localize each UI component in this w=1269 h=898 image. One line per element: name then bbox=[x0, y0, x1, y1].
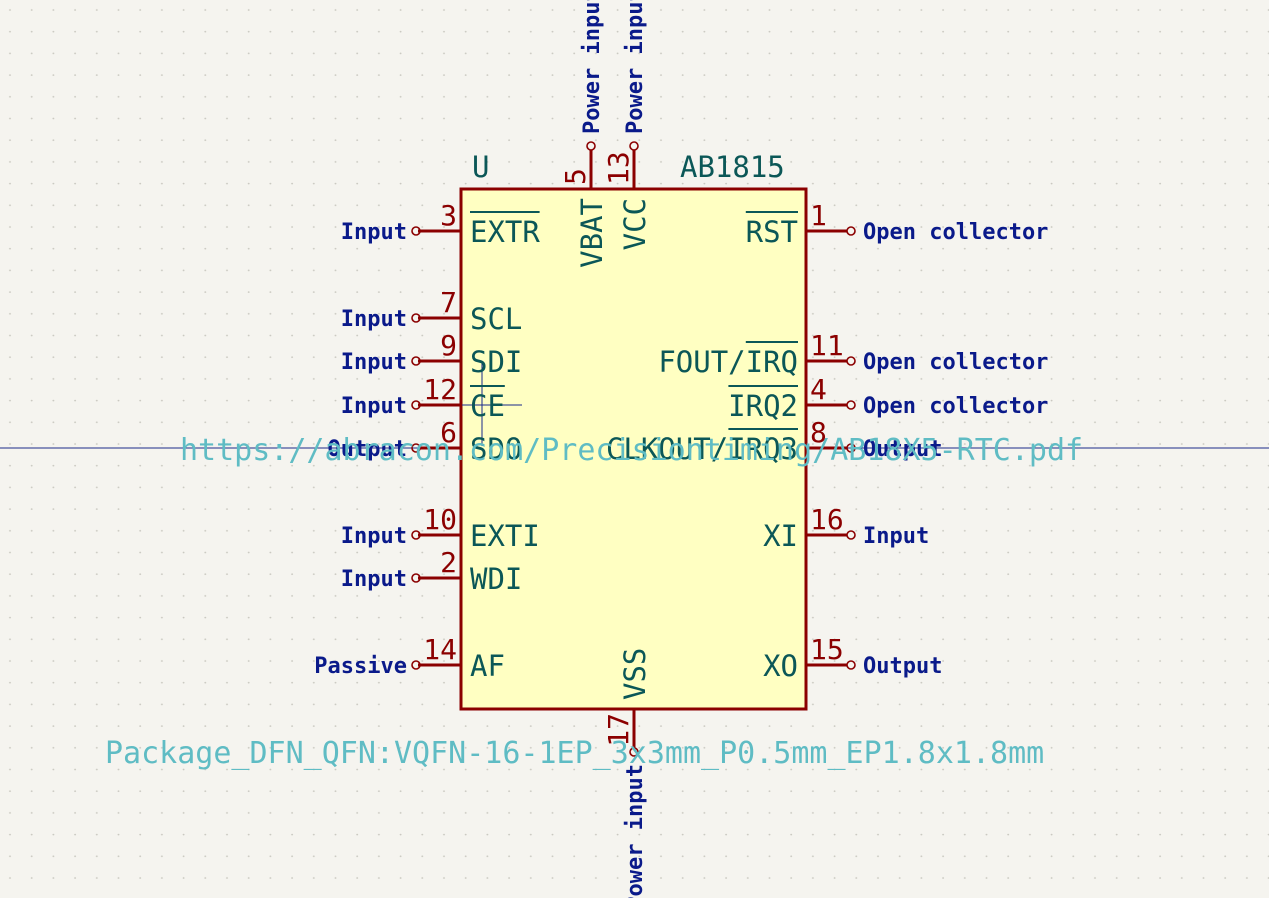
pin-clkout-irq3-type: Output bbox=[863, 437, 942, 462]
pin-vss-endpoint[interactable] bbox=[629, 747, 639, 757]
pin-wdi-endpoint[interactable] bbox=[411, 573, 421, 583]
pin-ce-endpoint[interactable] bbox=[411, 400, 421, 410]
pin-rst-type: Open collector bbox=[863, 220, 1048, 245]
pin-scl-endpoint[interactable] bbox=[411, 313, 421, 323]
pin-extr-name: EXTR bbox=[470, 215, 540, 249]
pin-scl-number: 7 bbox=[440, 286, 457, 319]
pin-sdo-number: 6 bbox=[440, 416, 457, 449]
footprint-field: Package_DFN_QFN:VQFN-16-1EP_3x3mm_P0.5mm… bbox=[105, 736, 1044, 771]
pin-vss-name: VSS bbox=[618, 648, 652, 700]
pin-exti-name: EXTI bbox=[470, 519, 540, 553]
pin-sdi-number: 9 bbox=[440, 329, 457, 362]
pin-clkout-irq3-name: CLKOUT/IRQ3 bbox=[606, 432, 798, 466]
pin-vbat-name: VBAT bbox=[575, 198, 609, 268]
pin-ce-name: CE bbox=[470, 389, 505, 423]
pin-af-number: 14 bbox=[423, 633, 457, 666]
pin-vbat-type: Power input bbox=[580, 0, 605, 134]
pin-xo-name: XO bbox=[763, 649, 798, 683]
pin-vcc-number: 13 bbox=[602, 151, 635, 185]
pin-ce-type: Input bbox=[341, 394, 407, 419]
pin-af-endpoint[interactable] bbox=[411, 660, 421, 670]
pin-fout-irq-endpoint[interactable] bbox=[846, 356, 856, 366]
pin-exti-type: Input bbox=[341, 524, 407, 549]
pin-xo-number: 15 bbox=[810, 633, 844, 666]
pin-rst-name: RST bbox=[746, 215, 798, 249]
pin-extr-type: Input bbox=[341, 220, 407, 245]
pin-exti-endpoint[interactable] bbox=[411, 530, 421, 540]
pin-irq2-type: Open collector bbox=[863, 394, 1048, 419]
pin-sdo-name: SDO bbox=[470, 432, 522, 466]
pin-vss-type: Power input bbox=[623, 764, 648, 898]
pin-rst-number: 1 bbox=[810, 199, 827, 232]
pin-sdo-type: Output bbox=[328, 437, 407, 462]
pin-af-name: AF bbox=[470, 649, 505, 683]
pin-fout-irq-name: FOUT/IRQ bbox=[658, 345, 798, 379]
reference-label: U bbox=[472, 150, 489, 184]
pin-vcc-endpoint[interactable] bbox=[629, 141, 639, 151]
pin-af-type: Passive bbox=[314, 654, 407, 679]
pin-scl-name: SCL bbox=[470, 302, 522, 336]
pin-xo-type: Output bbox=[863, 654, 942, 679]
pin-clkout-irq3-number: 8 bbox=[810, 416, 827, 449]
pin-scl-type: Input bbox=[341, 307, 407, 332]
pin-irq2-name: IRQ2 bbox=[728, 389, 798, 423]
pin-xo-endpoint[interactable] bbox=[846, 660, 856, 670]
pin-xi-endpoint[interactable] bbox=[846, 530, 856, 540]
pin-wdi-number: 2 bbox=[440, 546, 457, 579]
symbol-body[interactable] bbox=[459, 187, 808, 711]
pin-clkout-irq3-endpoint[interactable] bbox=[846, 443, 856, 453]
pin-xi-name: XI bbox=[763, 519, 798, 553]
pin-ce-number: 12 bbox=[423, 373, 457, 406]
pin-wdi-name: WDI bbox=[470, 562, 522, 596]
pin-fout-irq-number: 11 bbox=[810, 329, 844, 362]
pin-extr-endpoint[interactable] bbox=[411, 226, 421, 236]
value-label: AB1815 bbox=[680, 150, 785, 184]
pin-sdi-type: Input bbox=[341, 350, 407, 375]
pin-sdi-endpoint[interactable] bbox=[411, 356, 421, 366]
pin-sdi-name: SDI bbox=[470, 345, 522, 379]
pin-xi-type: Input bbox=[863, 524, 929, 549]
pin-vcc-type: Power input bbox=[623, 0, 648, 134]
pin-vbat-endpoint[interactable] bbox=[586, 141, 596, 151]
pin-sdo-endpoint[interactable] bbox=[411, 443, 421, 453]
pin-xi-number: 16 bbox=[810, 503, 844, 536]
pin-fout-irq-type: Open collector bbox=[863, 350, 1048, 375]
datasheet-field: https://abracon.com/Precisiontiming/AB18… bbox=[180, 433, 1083, 468]
pin-vbat-number: 5 bbox=[559, 168, 592, 185]
pin-exti-number: 10 bbox=[423, 503, 457, 536]
pin-vss-number: 17 bbox=[602, 713, 635, 747]
pin-rst-endpoint[interactable] bbox=[846, 226, 856, 236]
pin-vcc-name: VCC bbox=[618, 198, 652, 250]
pin-irq2-endpoint[interactable] bbox=[846, 400, 856, 410]
pin-wdi-type: Input bbox=[341, 567, 407, 592]
pin-irq2-number: 4 bbox=[810, 373, 827, 406]
pin-extr-number: 3 bbox=[440, 199, 457, 232]
